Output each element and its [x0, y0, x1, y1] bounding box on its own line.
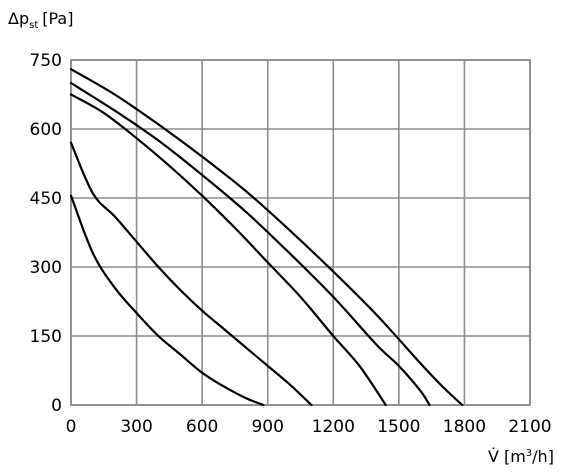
- fan-curve-2: [69, 141, 313, 407]
- x-axis-label: V̇ [m3/h]: [488, 447, 554, 466]
- y-tick-label: 450: [30, 189, 62, 209]
- curves: [69, 68, 464, 407]
- fan-curve-5: [69, 68, 464, 407]
- x-tick-label: 1800: [443, 417, 486, 437]
- x-tick-label: 1200: [312, 417, 355, 437]
- x-tick-label: 2100: [508, 417, 551, 437]
- y-tick-label: 600: [30, 120, 62, 140]
- fan-curve-4: [69, 81, 431, 407]
- x-tick-label: 300: [120, 417, 152, 437]
- y-tick-label: 0: [51, 396, 62, 416]
- x-tick-label: 600: [186, 417, 218, 437]
- x-tick-label: 1500: [377, 417, 420, 437]
- y-axis-label: Δpst [Pa]: [8, 9, 73, 31]
- fan-curve-3: [69, 93, 387, 407]
- x-tick-label: 0: [66, 417, 77, 437]
- tick-labels: 0 300 600 900 1200 1500 1800 2100 0 150 300 450 600 7…: [30, 51, 552, 437]
- y-tick-label: 300: [30, 258, 62, 278]
- y-tick-label: 150: [30, 327, 62, 347]
- fan-curve-1: [69, 194, 265, 407]
- plot-frame: [70, 59, 531, 406]
- y-tick-label: 750: [30, 51, 62, 71]
- x-tick-label: 900: [251, 417, 283, 437]
